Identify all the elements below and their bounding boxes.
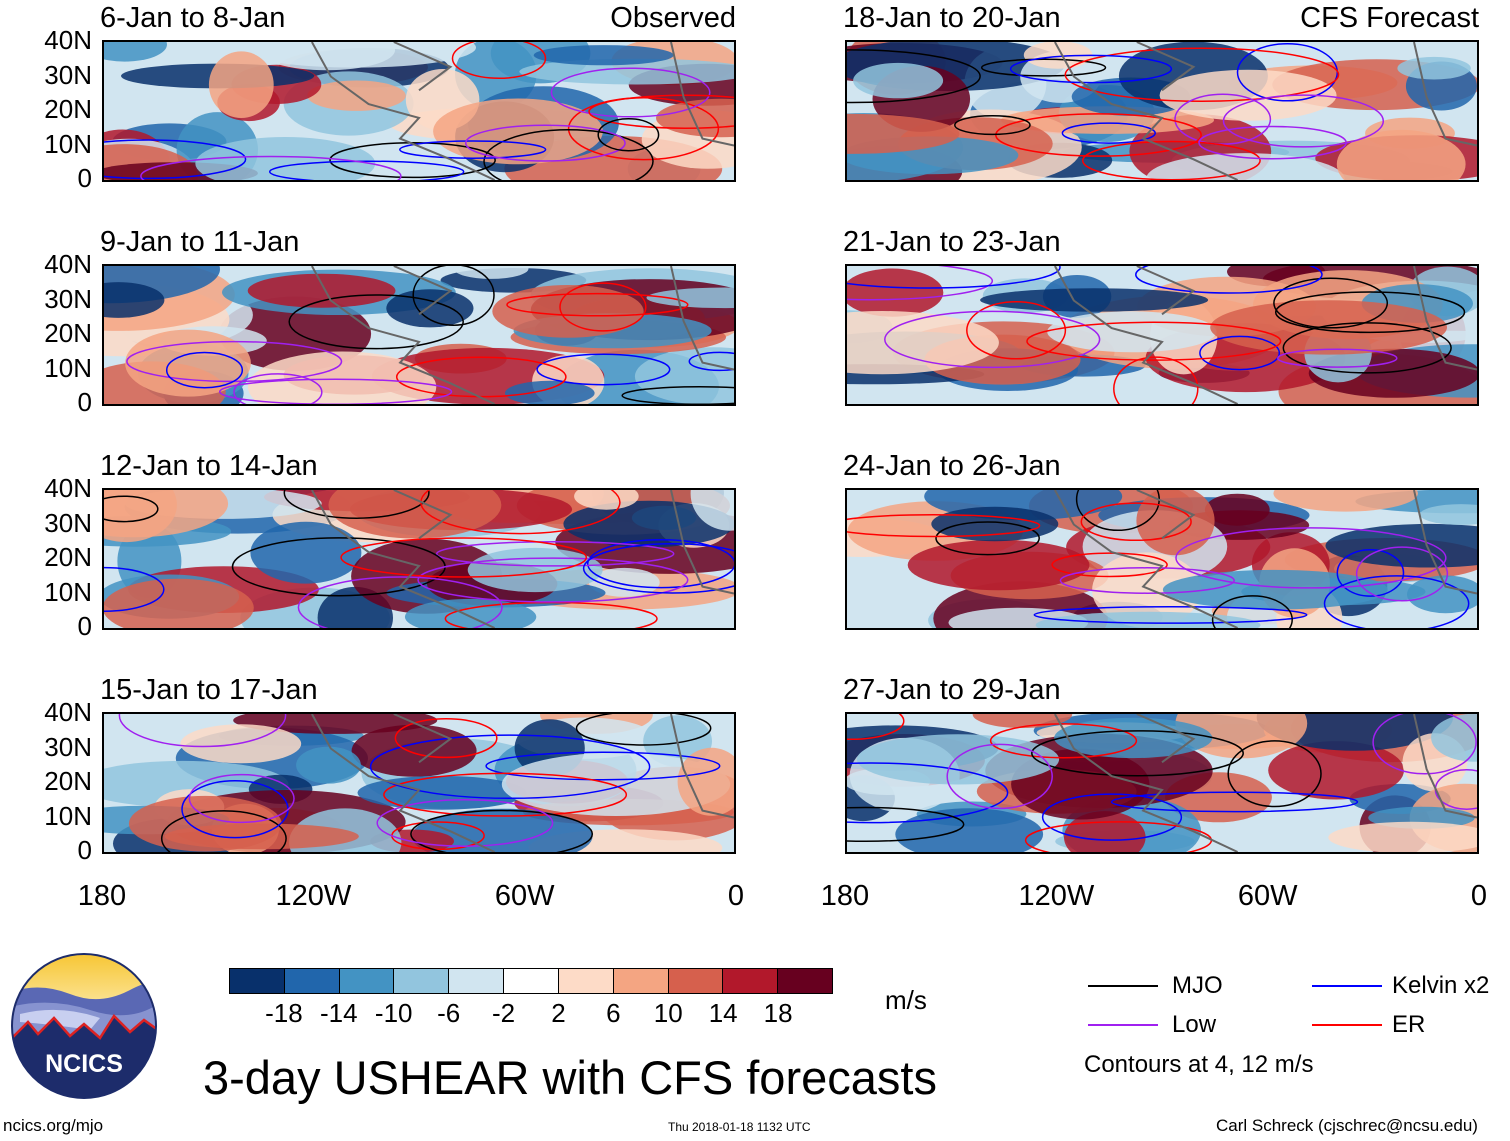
lat-label: 0: [77, 387, 92, 417]
map-panel: [102, 712, 736, 854]
lon-label: 0: [727, 880, 745, 912]
legend-line-low: [1088, 1024, 1158, 1026]
lat-label: 20N: [44, 318, 92, 348]
lat-label: 40N: [44, 249, 92, 279]
panel-title: 18-Jan to 20-Jan: [843, 2, 1061, 34]
map-panel: [845, 488, 1479, 630]
colorbar-label: -10: [374, 998, 413, 1028]
colorbar-label: 2: [551, 998, 566, 1028]
colorbar-swatch: [339, 969, 395, 993]
legend-note: Contours at 4, 12 m/s: [1084, 1051, 1314, 1078]
panel-title: 12-Jan to 14-Jan: [100, 450, 318, 482]
colorbar-label: -6: [437, 998, 461, 1028]
map-panel: [845, 712, 1479, 854]
colorbar-swatch: [230, 969, 285, 993]
lat-label: 40N: [44, 25, 92, 55]
panel-title: 24-Jan to 26-Jan: [843, 450, 1061, 482]
colorbar-swatch: [449, 969, 505, 993]
colorbar-swatch: [504, 969, 559, 993]
lat-label: 30N: [44, 507, 92, 538]
legend-line-mjo: [1088, 985, 1158, 987]
logo-text: NCICS: [45, 1050, 123, 1078]
colorbar-swatch: [668, 969, 724, 993]
lon-label: 180: [820, 880, 870, 912]
lat-label: 10N: [44, 352, 92, 383]
lat-label: 30N: [44, 283, 92, 314]
colorbar-label: 6: [606, 998, 621, 1028]
lon-label: 60W: [494, 880, 555, 912]
lat-label: 10N: [44, 576, 92, 607]
colorbar-label: 18: [763, 998, 793, 1028]
lat-label: 30N: [44, 731, 92, 762]
legend-label-kelvin: Kelvin x2: [1392, 972, 1490, 999]
panel-title: 9-Jan to 11-Jan: [100, 226, 300, 258]
colorbar-swatch: [778, 969, 832, 993]
colorbar-swatch: [394, 969, 450, 993]
colorbar-swatch: [558, 969, 614, 993]
legend-line-kelvin: [1312, 985, 1382, 987]
lon-label: 60W: [1237, 880, 1298, 912]
lon-label: 120W: [1018, 880, 1095, 912]
ncics-logo[interactable]: NCICS: [10, 952, 158, 1100]
panel-tag: CFS Forecast: [1300, 2, 1479, 34]
colorbar-units: m/s: [885, 985, 927, 1015]
page-title: 3-day USHEAR with CFS forecasts: [203, 1051, 937, 1104]
colorbar-label: 10: [653, 998, 683, 1028]
legend-label-mjo: MJO: [1172, 972, 1223, 999]
colorbar-swatch: [284, 969, 340, 993]
lon-label: 0: [1470, 880, 1488, 912]
panel-title: 6-Jan to 8-Jan: [100, 2, 286, 34]
panel-title: 15-Jan to 17-Jan: [100, 674, 318, 706]
lat-label: 40N: [44, 473, 92, 503]
legend-label-low: Low: [1172, 1011, 1217, 1038]
map-panel: [102, 264, 736, 406]
lat-label: 0: [77, 163, 92, 193]
panel-title: 21-Jan to 23-Jan: [843, 226, 1061, 258]
colorbar-label: -14: [320, 998, 358, 1028]
lat-label: 40N: [44, 697, 92, 727]
map-panel: [102, 40, 736, 182]
lat-label: 20N: [44, 542, 92, 572]
lat-label: 0: [77, 611, 92, 641]
lat-label: 10N: [44, 128, 92, 159]
map-panel: [102, 488, 736, 630]
lat-label: 10N: [44, 800, 92, 831]
footer-timestamp: Thu 2018-01-18 1132 UTC: [668, 1120, 811, 1134]
lat-label: 20N: [44, 94, 92, 124]
lat-label: 20N: [44, 766, 92, 796]
panel-tag: Observed: [610, 2, 736, 34]
colorbar: [229, 968, 833, 994]
colorbar-label: 14: [708, 998, 738, 1028]
colorbar-label: -2: [491, 998, 516, 1028]
colorbar-swatch: [723, 969, 779, 993]
map-panel: [845, 40, 1479, 182]
lon-label: 120W: [275, 880, 352, 912]
legend-line-er: [1312, 1024, 1382, 1026]
lat-label: 0: [77, 835, 92, 865]
colorbar-swatch: [613, 969, 669, 993]
footer-author: Carl Schreck (cjschrec@ncsu.edu): [1216, 1116, 1478, 1135]
colorbar-label: -18: [265, 998, 303, 1028]
panel-title: 27-Jan to 29-Jan: [843, 674, 1061, 706]
map-panel: [845, 264, 1479, 406]
lat-label: 30N: [44, 59, 92, 90]
legend-label-er: ER: [1392, 1011, 1426, 1038]
footer-url[interactable]: ncics.org/mjo: [3, 1116, 104, 1135]
lon-label: 180: [77, 880, 127, 912]
